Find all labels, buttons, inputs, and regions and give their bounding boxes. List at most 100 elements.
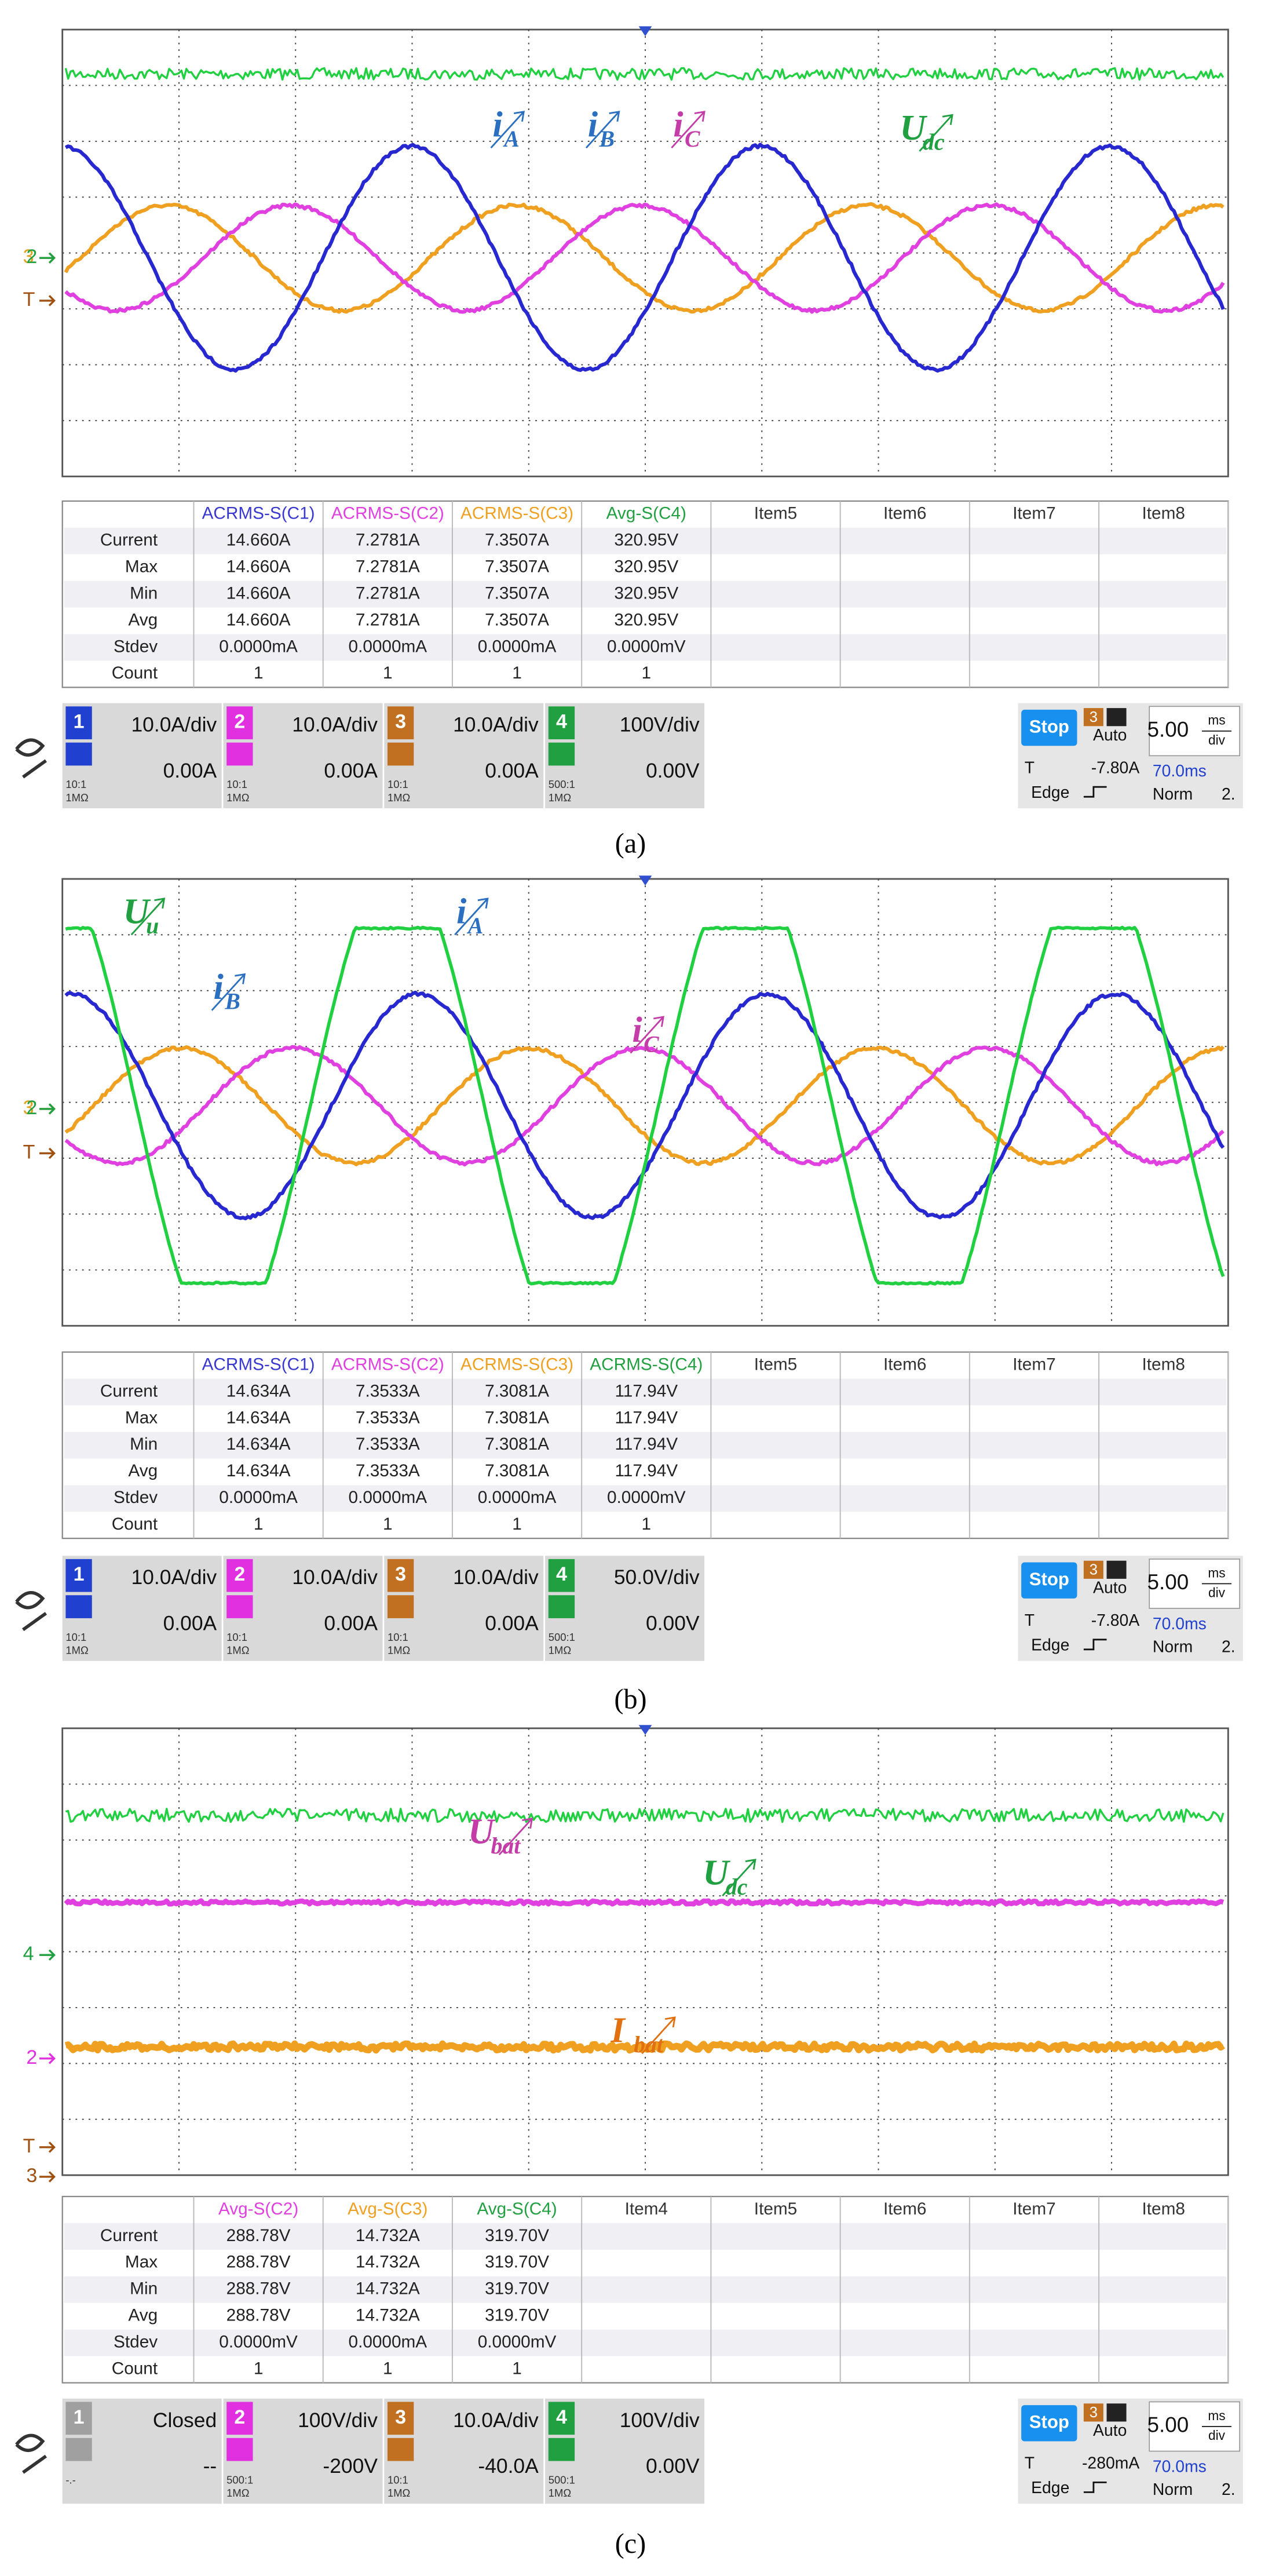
channel-scale: Closed — [153, 2409, 217, 2432]
timebase-unit: ms — [1208, 1565, 1225, 1580]
channel-offset: -200V — [323, 2454, 378, 2478]
trigger-icon — [1106, 2403, 1127, 2422]
table-header: Item7 — [1013, 2199, 1055, 2219]
channel-marker: 2 — [26, 1097, 37, 1119]
acquisition-mode: Norm — [1153, 1637, 1193, 1656]
table-header: Avg-S(C2) — [218, 2199, 298, 2219]
waveform — [64, 2040, 1225, 2054]
table-cell: 7.2781A — [356, 531, 420, 550]
table-header: Avg-S(C3) — [348, 2199, 427, 2219]
annotation: i — [492, 104, 503, 144]
stop-button — [1021, 709, 1077, 746]
channel-marker: T — [23, 1141, 35, 1163]
timebase-per: div — [1208, 2428, 1226, 2443]
table-cell: 0.0000mA — [349, 637, 427, 656]
channel-marker: 2 — [26, 246, 37, 268]
channel-probe: 500:1 — [549, 778, 575, 790]
edge-icon — [1083, 1639, 1107, 1651]
channel-probe: 1MΩ — [388, 1644, 410, 1656]
marker-arrow — [39, 2171, 56, 2183]
table-header: ACRMS-S(C2) — [331, 504, 444, 523]
table-cell: 1 — [254, 2359, 264, 2378]
trigger-source-badge — [1083, 1560, 1103, 1579]
channel-coupling — [548, 2438, 575, 2461]
annotation-subscript: dc — [923, 130, 945, 155]
table-header: Item8 — [1142, 2199, 1185, 2219]
caption: (a) — [615, 828, 646, 859]
stop-button — [1021, 2405, 1077, 2442]
table-cell: 7.3081A — [485, 1461, 549, 1480]
annotation-arrow — [722, 1859, 756, 1897]
table-header: Avg-S(C4) — [477, 2199, 557, 2219]
channel-probe: 500:1 — [549, 1631, 575, 1643]
table-cell: 7.2781A — [356, 557, 420, 577]
channel-number: 4 — [556, 2406, 567, 2428]
table-cell: 1 — [512, 663, 522, 683]
table-row-label: Min — [130, 1435, 158, 1454]
table-cell: 7.3533A — [356, 1408, 420, 1427]
table-cell: 117.94V — [615, 1408, 678, 1427]
channel-offset: 0.00V — [646, 2454, 700, 2478]
acquisition-extra: 2. — [1222, 1637, 1236, 1656]
logo — [15, 738, 47, 779]
table-header: Item6 — [883, 504, 926, 523]
table-cell: 7.3533A — [356, 1461, 420, 1480]
channel-coupling — [387, 742, 414, 766]
annotation-arrow — [671, 111, 706, 149]
table-cell: 1 — [642, 663, 652, 683]
waveform — [64, 1898, 1225, 1907]
table-cell: 7.3081A — [485, 1408, 549, 1427]
trigger-mode: Auto — [1093, 726, 1127, 745]
trigger-source: 3 — [1090, 2404, 1098, 2421]
trigger-type: Edge — [1031, 1636, 1069, 1655]
acquisition-mode: Norm — [1153, 785, 1193, 804]
channel-coupling — [548, 1595, 575, 1618]
table-row-bg — [64, 1432, 1227, 1459]
channel-badge — [226, 706, 253, 739]
table-header: ACRMS-S(C2) — [331, 1355, 444, 1374]
channel-coupling — [226, 2438, 253, 2461]
table-cell: 319.70V — [485, 2279, 549, 2298]
channel-coupling — [387, 1595, 414, 1618]
annotation: i — [456, 892, 467, 932]
table-row-label: Current — [100, 531, 158, 550]
annotation-subscript: B — [224, 989, 240, 1015]
channel-scale: 10.0A/div — [453, 1566, 539, 1589]
table-cell: 1 — [383, 663, 393, 683]
channel-probe: 1MΩ — [226, 791, 249, 804]
channel-offset: -40.0A — [478, 2454, 539, 2478]
channel-badge — [65, 2402, 92, 2435]
channel-probe: 1MΩ — [388, 2487, 410, 2499]
table-cell: 14.732A — [356, 2253, 420, 2272]
table-cell: 320.95V — [614, 557, 678, 577]
channel-coupling — [65, 2438, 92, 2461]
annotation-arrow — [641, 2016, 676, 2055]
channel-number: 3 — [395, 1563, 406, 1585]
annotation: i — [632, 1010, 642, 1050]
trigger-level: -7.80A — [1091, 1611, 1140, 1630]
acquisition-extra: 2. — [1222, 785, 1236, 804]
waveform — [64, 143, 1225, 373]
table-header: Item5 — [754, 504, 797, 523]
run-state: Stop — [1029, 2412, 1069, 2432]
annotation: i — [673, 104, 684, 144]
annotation: U — [900, 108, 927, 148]
channel-number: 1 — [74, 711, 85, 733]
channel-probe: 500:1 — [226, 2473, 253, 2486]
channel-offset: 0.00A — [485, 1612, 539, 1635]
table-header: Item4 — [625, 2199, 668, 2219]
table-row-bg — [64, 1378, 1227, 1406]
table-cell: 7.3507A — [485, 557, 549, 577]
table-cell: 1 — [512, 1515, 522, 1534]
trigger-pointer — [638, 1725, 652, 1735]
table-row-label: Stdev — [114, 1488, 158, 1507]
table-cell: 1 — [512, 2359, 522, 2378]
channel-coupling — [226, 742, 253, 766]
table-cell: 319.70V — [485, 2306, 549, 2325]
table-cell: 7.3533A — [356, 1435, 420, 1454]
trigger-icon — [1106, 708, 1127, 727]
table-row-label: Count — [112, 1515, 158, 1534]
table-row-label: Avg — [128, 610, 158, 629]
channel-badge — [387, 706, 414, 739]
table-row-bg — [64, 581, 1227, 608]
